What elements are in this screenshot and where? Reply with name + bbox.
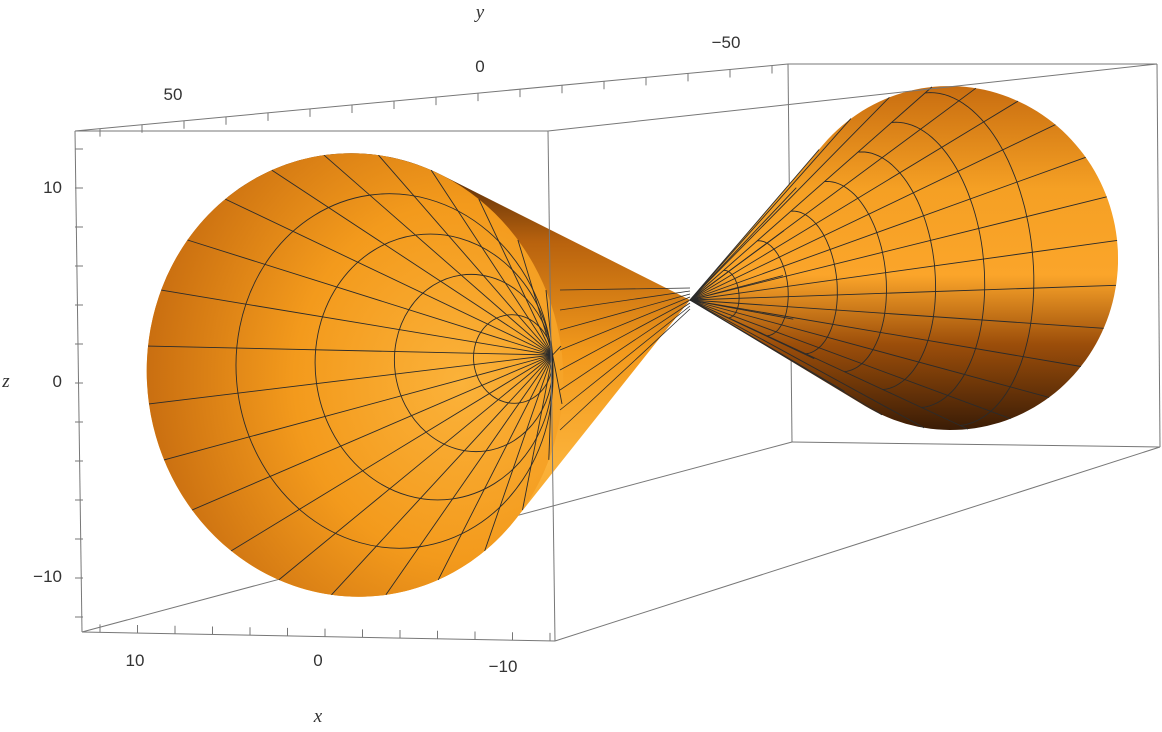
box-edge (81, 631, 556, 642)
y-axis-label: y (474, 2, 485, 23)
x-axis-tick-label: −10 (489, 657, 518, 676)
mesh-radial-line (689, 87, 977, 301)
mesh-radial-line (689, 96, 890, 301)
mesh-radial-line (163, 354, 553, 461)
x-axis-tick-label: 0 (313, 651, 322, 670)
mesh-radial-line (271, 169, 553, 356)
mesh-radial-line (689, 187, 797, 301)
mesh-radial-line (385, 354, 553, 596)
cone-surface (146, 86, 1118, 597)
mesh-radial-line (430, 169, 553, 356)
mesh-radial-line (689, 299, 1104, 329)
mesh-radial-line (689, 299, 925, 429)
mesh-radial-line (689, 299, 1011, 420)
mesh-radial-line (689, 299, 845, 392)
z-axis-tick-label: 0 (53, 372, 62, 391)
mesh-radial-line (689, 149, 820, 301)
mesh-radial-line (148, 354, 553, 405)
box-edge (554, 446, 1161, 642)
mesh-radial-line (559, 290, 691, 311)
z-axis-tick-labels: 10 0 −10 (33, 178, 62, 586)
box-edge (547, 130, 556, 642)
mesh-ring (891, 121, 986, 408)
mesh-ring (925, 92, 1035, 426)
box-edge (1156, 63, 1161, 448)
mesh-radial-line (323, 154, 553, 356)
mesh-ring (858, 151, 937, 391)
mesh-radial-line (559, 293, 691, 331)
y-axis-tick-label: −50 (712, 33, 741, 52)
mesh-radial-line (187, 239, 553, 356)
mesh-radial-line (437, 354, 554, 581)
y-axis-tick-labels: 50 0 −50 (164, 33, 741, 104)
mesh-radial-line (147, 345, 553, 356)
mesh-ring (723, 269, 740, 319)
mesh-radial-line (689, 196, 1107, 301)
mesh-ring (790, 210, 838, 355)
mesh-radial-line (559, 287, 691, 291)
mesh-radial-line (689, 124, 1056, 301)
y-axis-tick-label: 50 (164, 85, 183, 104)
mesh-radial-line (484, 354, 554, 552)
box-edge (547, 63, 1158, 132)
mesh-radial-line (559, 302, 691, 391)
mesh-radial-line (552, 354, 563, 404)
z-axis-tick-label: 10 (43, 178, 62, 197)
mesh-radial-line (689, 156, 1086, 301)
left-cone-opening (146, 153, 564, 597)
mesh-radial-line (191, 354, 553, 511)
mesh-radial-line (378, 154, 553, 356)
mesh-radial-line (225, 198, 553, 356)
mesh-radial-line (559, 296, 691, 351)
mesh-radial-line (545, 290, 554, 356)
mesh-ring (757, 240, 789, 337)
mesh-radial-line (689, 299, 794, 320)
mesh-radial-line (331, 354, 553, 596)
x-axis-tick-label: 10 (126, 651, 145, 670)
mesh-radial-line (689, 299, 1081, 367)
box-edge (74, 130, 83, 633)
mesh-radial-line (689, 239, 1118, 301)
mesh-radial-line (161, 289, 553, 356)
mesh-radial-line (689, 299, 1050, 398)
mesh-radial-line (689, 86, 933, 301)
y-axis-tick-label: 0 (475, 57, 484, 76)
x-axis-label: x (313, 706, 323, 727)
mesh-radial-line (559, 308, 691, 431)
axis-ticks (75, 65, 773, 641)
right-cone-surface (690, 86, 1118, 430)
mesh-radial-line (559, 299, 691, 371)
box-edge (74, 63, 789, 132)
mesh-radial-line (689, 118, 852, 301)
mesh-ring (824, 181, 887, 373)
mesh-radial-line (230, 354, 553, 552)
box-edge (791, 441, 1161, 448)
mesh-radial-line (689, 100, 1019, 301)
x-axis-tick-labels: 10 0 −10 (126, 651, 518, 676)
mesh-radial-line (559, 305, 691, 411)
mesh-radial-line (522, 354, 554, 511)
mesh-radial-line (552, 345, 562, 356)
mesh-radial-line (278, 354, 553, 581)
mesh-radial-line (689, 299, 815, 360)
z-axis-tick-label: −10 (33, 567, 62, 586)
mesh-radial-line (478, 198, 554, 356)
mesh-radial-line (689, 284, 1117, 301)
z-axis-label: z (1, 371, 10, 392)
plot-box-front (75, 63, 1161, 642)
